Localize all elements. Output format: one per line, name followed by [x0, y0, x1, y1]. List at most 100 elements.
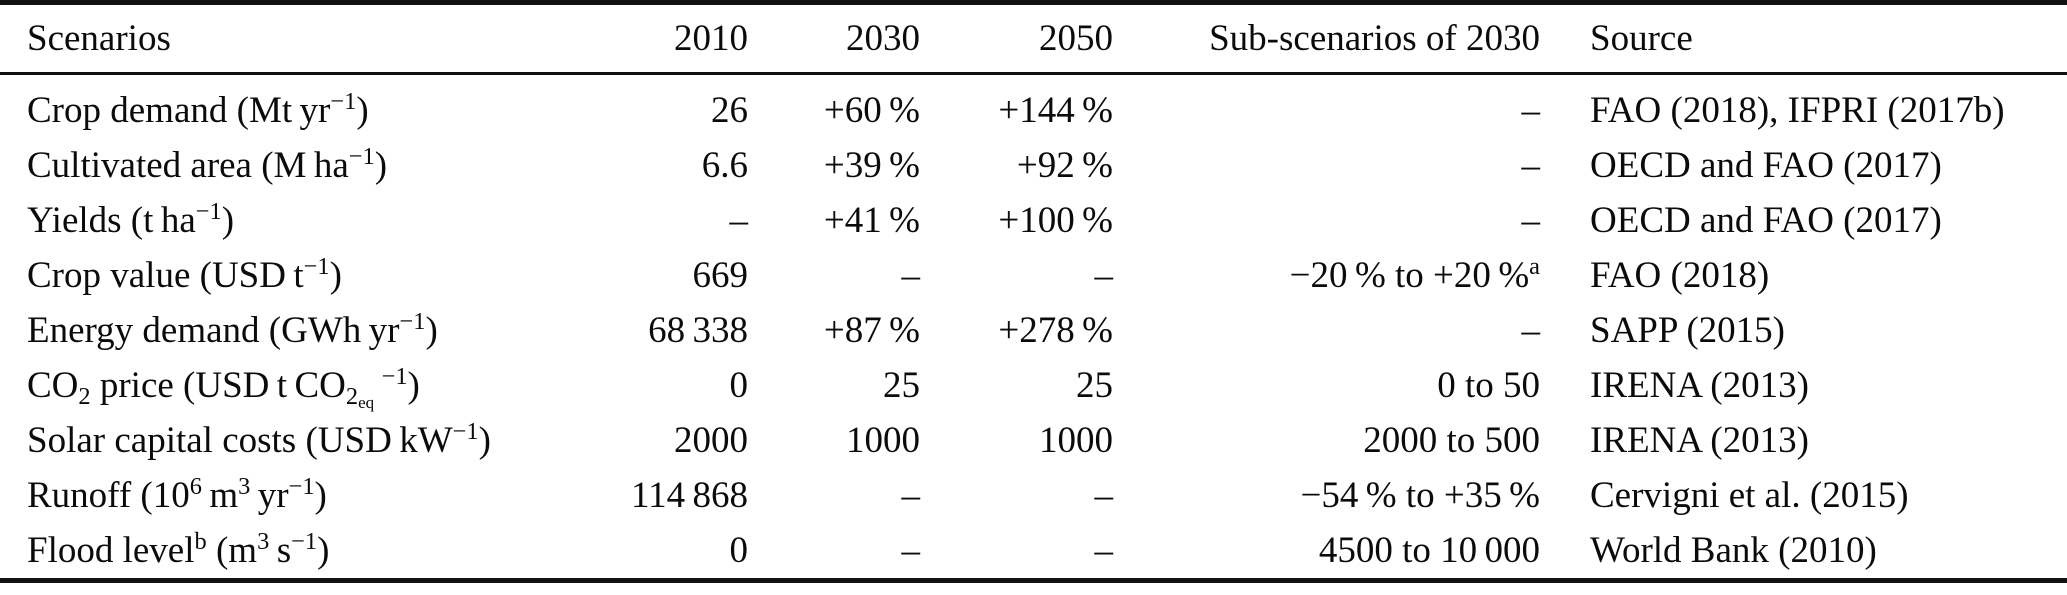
text-segment: CO — [27, 365, 79, 406]
cell-sub2030: 4500 to 10 000 — [1318, 530, 1540, 571]
cell-source: IRENA (2013) — [1590, 420, 1809, 461]
cell-y2010: 669 — [692, 255, 749, 296]
cell-source: SAPP (2015) — [1590, 310, 1785, 351]
table-row: Cultivated area (M ha−1) 6.6 +39 % +92 % – OE… — [0, 138, 2067, 193]
sup-text: a — [1529, 252, 1540, 280]
cell-y2010: 114 868 — [630, 475, 748, 516]
cell-source: OECD and FAO (2017) — [1590, 145, 1942, 186]
cell-y2050: +92 % — [1016, 145, 1113, 186]
text-segment: (m — [206, 530, 258, 571]
cell-y2050: +100 % — [998, 200, 1113, 241]
sup-text: −1 — [348, 142, 375, 170]
text-segment: Energy demand (GWh yr — [27, 310, 400, 351]
column-header-y2050: 2050 — [944, 2, 1137, 75]
sup-text: −1 — [399, 307, 426, 335]
scenarios-table: Scenarios 2010 2030 2050 Sub-scenarios of 20… — [0, 0, 2067, 583]
text-segment: ) — [478, 420, 491, 461]
sup-text: 3 — [257, 527, 270, 555]
sub-text: 2 — [345, 382, 359, 410]
table-row: Flood levelb (m3 s−1) 0 – – 4500 to 10 000 Wo… — [0, 523, 2067, 581]
cell-sub2030: −20 % to +20 %a — [1137, 248, 1564, 303]
table-header-row: Scenarios 2010 2030 2050 Sub-scenarios of 20… — [0, 2, 2067, 75]
cell-y2050: 25 — [1076, 365, 1113, 406]
text-segment: Flood level — [27, 530, 195, 571]
sup-text: −1 — [195, 197, 222, 225]
text-segment: ) — [374, 145, 388, 186]
sub-text: 2 — [78, 382, 91, 410]
sup-text: −1 — [381, 362, 408, 390]
text-segment: s — [269, 530, 292, 571]
text-segment — [374, 365, 381, 406]
text-segment: Cultivated area (M ha — [27, 145, 349, 186]
table-row: CO2 price (USD t CO2eq −1) 0 25 25 0 to 50 IR… — [0, 358, 2067, 413]
text-segment: ) — [317, 530, 330, 571]
column-header-source: Source — [1564, 2, 2067, 75]
cell-sub2030: – — [1521, 200, 1541, 241]
text-segment: ) — [356, 90, 369, 131]
sup-text: −1 — [291, 527, 318, 555]
cell-y2030: 25 — [883, 365, 920, 406]
cell-sub2030: – — [1521, 90, 1541, 131]
cell-y2030: +87 % — [823, 310, 920, 351]
text-segment: Yields (t ha — [27, 200, 196, 241]
sup-text: b — [194, 527, 207, 555]
cell-source: FAO (2018) — [1590, 255, 1770, 296]
cell-y2010: 2000 — [674, 420, 748, 461]
cell-sub2030: 2000 to 500 — [1363, 420, 1540, 461]
text-segment: price (USD t CO — [90, 365, 346, 406]
cell-y2010: 68 338 — [648, 310, 748, 351]
cell-y2030: – — [901, 530, 921, 571]
table-body: Crop demand (Mt yr−1) 26 +60 % +144 % – FAO (… — [0, 74, 2067, 581]
text-segment: Crop demand (Mt yr — [27, 90, 331, 131]
cell-y2010: 6.6 — [701, 145, 748, 186]
cell-scenario: Yields (t ha−1) — [0, 193, 600, 248]
cell-y2050: +144 % — [998, 90, 1113, 131]
cell-sub2030: – — [1521, 145, 1541, 186]
cell-scenario: CO2 price (USD t CO2eq −1) — [0, 358, 600, 413]
sup-text: −1 — [330, 87, 357, 115]
table-row: Energy demand (GWh yr−1) 68 338 +87 % +278 … — [0, 303, 2067, 358]
cell-sub2030: 0 to 50 — [1437, 365, 1540, 406]
cell-y2050: – — [1094, 530, 1114, 571]
sup-text: −1 — [303, 252, 330, 280]
cell-y2050: – — [1094, 475, 1114, 516]
cell-y2010: 0 — [729, 530, 749, 571]
cell-y2030: +39 % — [823, 145, 920, 186]
cell-sub2030: – — [1521, 310, 1541, 351]
column-header-y2010: 2010 — [600, 2, 772, 75]
text-segment: ) — [329, 255, 342, 296]
cell-source: OECD and FAO (2017) — [1590, 200, 1942, 241]
cell-scenario: Crop value (USD t−1) — [0, 248, 600, 303]
text-segment: ) — [425, 310, 438, 351]
cell-scenario: Crop demand (Mt yr−1) — [0, 74, 600, 139]
cell-source: World Bank (2010) — [1590, 530, 1877, 571]
column-header-scenario: Scenarios — [0, 2, 600, 75]
table-row: Runoff (106 m3 yr−1) 114 868 – – −54 % to +3… — [0, 468, 2067, 523]
cell-source: Cervigni et al. (2015) — [1590, 475, 1909, 516]
cell-y2030: +41 % — [823, 200, 920, 241]
cell-y2050: 1000 — [1039, 420, 1113, 461]
text-segment: Runoff (10 — [27, 475, 190, 516]
cell-scenario: Energy demand (GWh yr−1) — [0, 303, 600, 358]
text-segment: Crop value (USD t — [27, 255, 304, 296]
table-header: Scenarios 2010 2030 2050 Sub-scenarios of 20… — [0, 2, 2067, 75]
cell-y2010: 0 — [729, 365, 749, 406]
cell-source: IRENA (2013) — [1590, 365, 1809, 406]
table-row: Yields (t ha−1) – +41 % +100 % – OECD and FAO… — [0, 193, 2067, 248]
sup-text: 6 — [189, 472, 202, 500]
cell-y2030: – — [901, 255, 921, 296]
cell-scenario: Cultivated area (M ha−1) — [0, 138, 600, 193]
cell-y2030: +60 % — [823, 90, 920, 131]
sup-text: −1 — [452, 417, 479, 445]
cell-y2010: 26 — [711, 90, 748, 131]
cell-y2010: – — [729, 200, 749, 241]
table-row: Solar capital costs (USD kW−1) 2000 1000 10… — [0, 413, 2067, 468]
cell-y2030: – — [901, 475, 921, 516]
text-segment: m — [201, 475, 239, 516]
text-segment: ) — [314, 475, 327, 516]
subsub-text: eq — [358, 392, 375, 412]
cell-y2030: 1000 — [846, 420, 920, 461]
sup-text: 3 — [238, 472, 251, 500]
cell-source: FAO (2018), IFPRI (2017b) — [1590, 90, 2005, 131]
cell-scenario: Runoff (106 m3 yr−1) — [0, 468, 600, 523]
